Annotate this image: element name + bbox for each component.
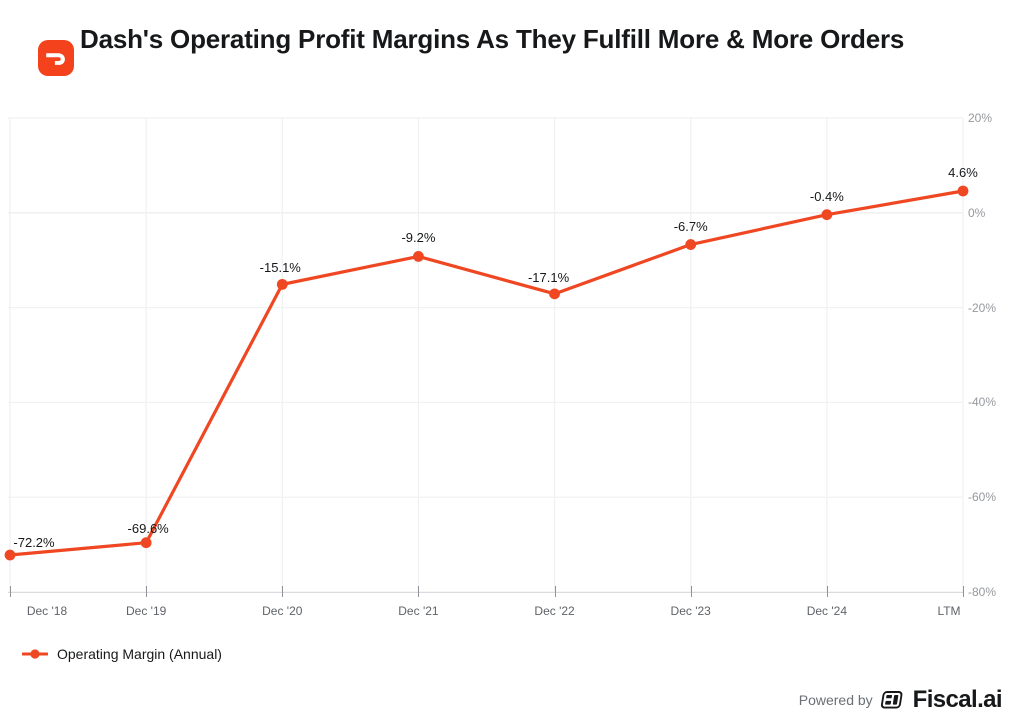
fiscal-grid-icon: [880, 691, 903, 709]
data-point-label: -0.4%: [809, 188, 844, 204]
series-data-points: [4, 185, 969, 561]
data-point-label: -6.7%: [673, 218, 708, 234]
y-axis-tick-label: 0%: [968, 205, 986, 220]
x-axis-tick-label: Dec '24: [806, 604, 847, 618]
x-axis-tick-mark: [826, 586, 828, 597]
x-axis-tick-label: Dec '20: [262, 604, 303, 618]
y-axis-tick-label: -20%: [968, 300, 997, 315]
data-point[interactable]: [685, 239, 697, 250]
x-axis-tick-label: Dec '21: [398, 604, 439, 618]
x-axis-tick-mark: [10, 586, 11, 597]
series-line-operating-margin: [8, 189, 965, 557]
data-point-label: -69.6%: [127, 520, 169, 536]
vertical-gridlines: [9, 118, 964, 592]
data-point[interactable]: [140, 537, 152, 549]
data-point[interactable]: [276, 278, 288, 290]
data-point[interactable]: [957, 185, 969, 197]
x-axis-line: [8, 592, 963, 593]
x-axis-tick-mark: [963, 586, 964, 597]
data-point-label: -9.2%: [401, 230, 436, 246]
y-axis-tick-label: 20%: [968, 111, 993, 125]
data-point[interactable]: [4, 549, 16, 561]
data-point[interactable]: [549, 288, 560, 300]
y-axis-tick-label: -80%: [968, 585, 997, 599]
x-axis-tick-mark: [146, 586, 148, 597]
data-point-label: -17.1%: [527, 269, 570, 285]
data-point-label: -72.2%: [13, 535, 55, 551]
y-axis-tick-label: -60%: [968, 490, 997, 505]
x-axis-tick-label: LTM: [937, 604, 961, 618]
data-point-label: 4.6%: [948, 164, 978, 180]
page-title: Dash's Operating Profit Margins As They …: [80, 24, 905, 54]
x-axis-tick-mark: [554, 586, 556, 597]
chart-header: Dash's Operating Profit Margins As They …: [0, 0, 1024, 100]
x-axis-tick-label: Dec '18: [26, 604, 68, 618]
chart-legend[interactable]: Operating Margin (Annual): [22, 646, 222, 662]
x-axis-tick-label: Dec '22: [534, 604, 575, 618]
x-axis-tick-mark: [282, 586, 284, 597]
x-axis-tick-mark: [690, 586, 692, 597]
x-axis-tick-label: Dec '23: [670, 604, 711, 618]
data-point[interactable]: [413, 251, 424, 262]
x-axis-tick-label: Dec '19: [125, 604, 167, 618]
powered-by-footer: Powered by Fiscal.ai: [798, 686, 1003, 714]
x-axis-tick-mark: [418, 586, 420, 597]
legend-item-label: Operating Margin (Annual): [57, 646, 222, 662]
doordash-logo-icon: [38, 40, 74, 76]
powered-by-label: Powered by: [798, 692, 873, 708]
fiscal-ai-wordmark: Fiscal.ai: [912, 686, 1003, 713]
y-axis-tick-label: -40%: [968, 395, 997, 410]
data-point[interactable]: [821, 209, 833, 221]
data-point-label: -15.1%: [259, 260, 301, 276]
legend-line-dot-marker: [22, 649, 48, 659]
